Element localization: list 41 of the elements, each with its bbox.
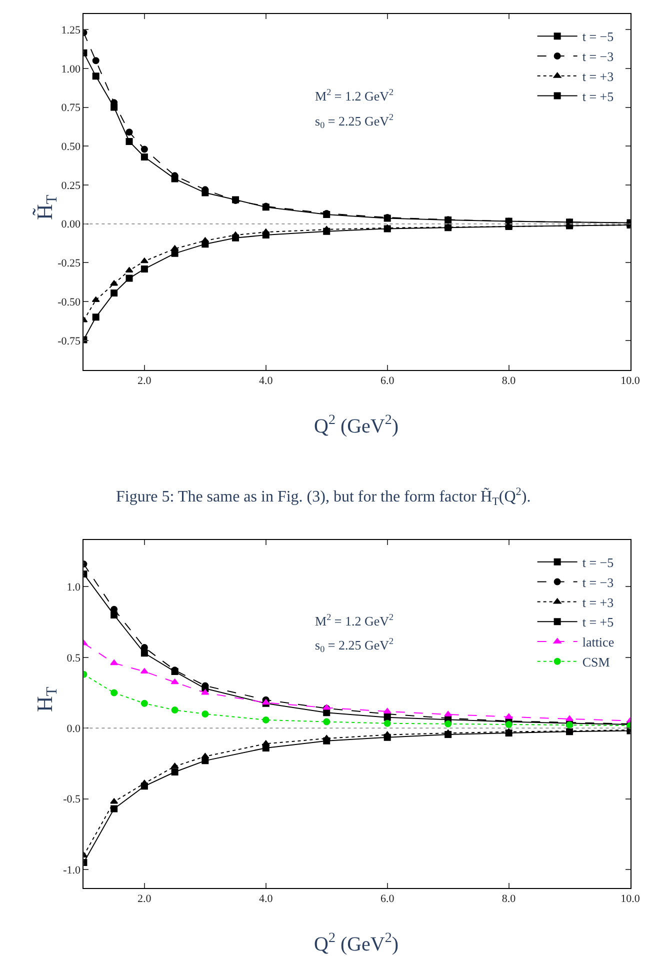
x-axis-title: Q$^{2}$ (GeV$^{2}$) (314, 931, 399, 956)
y-tick-label: -0.5 (63, 794, 81, 806)
x-tick-label: 10.0 (620, 375, 640, 388)
y-tick-label: 0.5 (66, 652, 82, 664)
legend-label: t = −5 (582, 554, 614, 570)
y-tick-label: 0.25 (61, 180, 82, 192)
x-tick-label: 6.0 (380, 893, 395, 906)
x-tick-label: 10.0 (620, 893, 640, 906)
legend-label: t = +5 (582, 614, 614, 630)
legend-label: CSM (582, 654, 610, 670)
x-tick-label: 4.0 (259, 375, 274, 388)
legend-label: t = −3 (582, 49, 614, 64)
x-tick-label: 8.0 (502, 375, 516, 388)
annotation: M$^{2}$ = 1.2 GeV$^{2}$ (315, 612, 394, 628)
y-tick-label: -0.50 (58, 296, 81, 308)
y-tick-label: 0.0 (66, 723, 82, 735)
y-tick-label: 1.00 (61, 63, 82, 76)
x-tick-label: 6.0 (380, 375, 395, 388)
y-tick-label: 1.0 (66, 582, 82, 594)
legend-label: t = −3 (582, 574, 614, 590)
x-tick-label: 4.0 (259, 893, 274, 906)
caption: Figure 5: The same as in Fig. (3), but for the form factor H̃$_{T}$(Q$^{2}$). (116, 486, 531, 508)
legend-label: lattice (582, 634, 614, 650)
annotation: s$_{0}$ = 2.25 GeV$^{2}$ (315, 112, 394, 130)
x-tick-label: 2.0 (138, 375, 152, 388)
y-tick-label: 0.00 (61, 218, 82, 231)
legend-label: t = −5 (582, 29, 614, 44)
x-tick-label: 2.0 (138, 893, 152, 906)
legend-label: t = +3 (582, 68, 614, 84)
y-tick-label: -0.25 (58, 258, 81, 270)
y-tick-label: -1.0 (63, 864, 81, 876)
y-tick-label: 0.50 (61, 140, 82, 153)
y-tick-label: 0.75 (61, 102, 82, 114)
legend-label: t = +3 (582, 594, 614, 610)
x-axis-title: Q$^{2}$ (GeV$^{2}$) (314, 413, 399, 438)
y-tick-label: -0.75 (58, 335, 81, 348)
x-tick-label: 8.0 (502, 893, 516, 906)
y-tick-label: 1.25 (61, 24, 82, 36)
legend-label: t = +5 (582, 88, 614, 104)
annotation: s$_{0}$ = 2.25 GeV$^{2}$ (315, 636, 394, 654)
annotation: M$^{2}$ = 1.2 GeV$^{2}$ (315, 87, 394, 104)
